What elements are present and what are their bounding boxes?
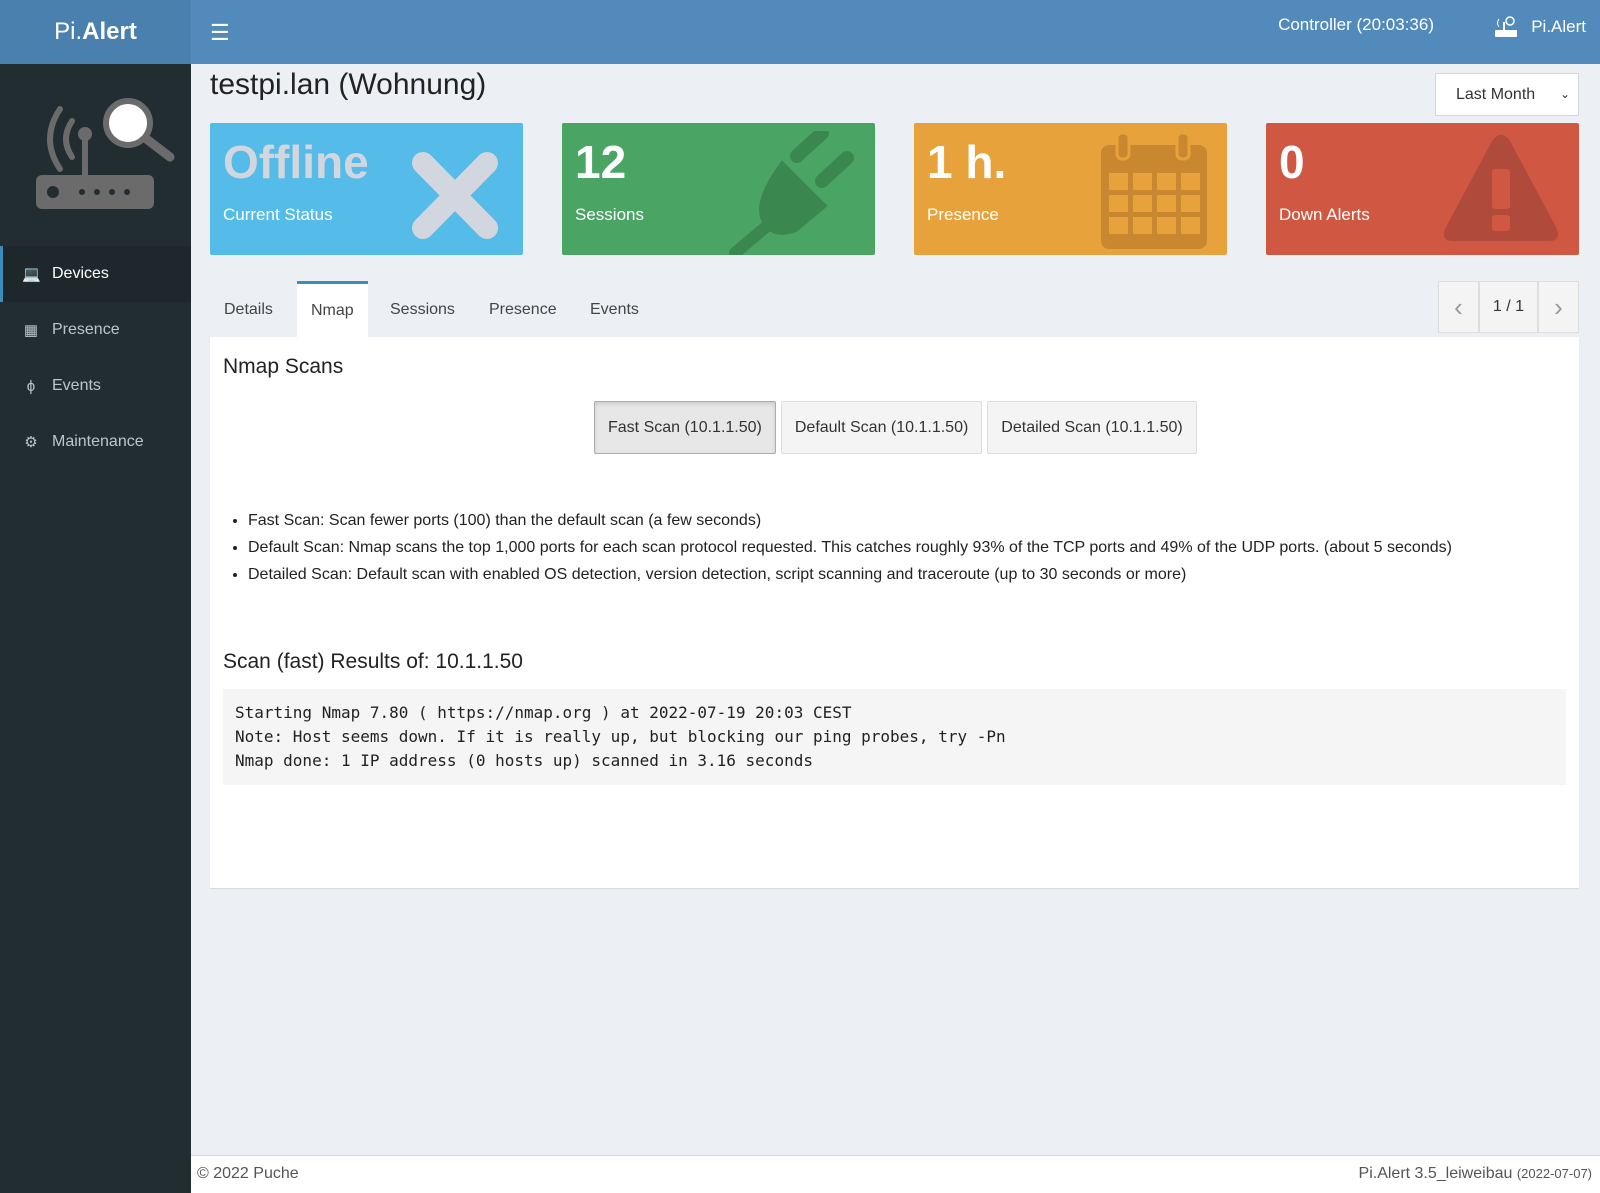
- card-label: Presence: [927, 205, 999, 224]
- sidebar-item-maintenance[interactable]: ⚙ Maintenance: [0, 414, 191, 470]
- hamburger-icon[interactable]: ☰: [210, 20, 230, 45]
- card-label: Down Alerts: [1279, 205, 1370, 224]
- scan-buttons: Fast Scan (10.1.1.50) Default Scan (10.1…: [594, 401, 1197, 454]
- nmap-heading: Nmap Scans: [223, 355, 344, 378]
- tab-presence[interactable]: Presence: [489, 301, 557, 318]
- nmap-panel: Nmap Scans Fast Scan (10.1.1.50) Default…: [210, 337, 1579, 888]
- list-item: Default Scan: Nmap scans the top 1,000 p…: [248, 534, 1452, 561]
- sidebar-item-label: Events: [52, 377, 101, 394]
- logo-text: Pi.: [54, 18, 83, 45]
- tab-details[interactable]: Details: [224, 301, 273, 318]
- down-alerts-card: 0 Down Alerts: [1266, 123, 1579, 255]
- status-card: Offline Current Status: [210, 123, 523, 255]
- version-info: Pi.Alert 3.5_leiweibau (2022-07-07): [1359, 1156, 1592, 1192]
- chevron-left-icon[interactable]: ‹: [1438, 281, 1479, 333]
- sidebar-nav: 💻 Devices ▦ Presence ϕ Events ⚙ Maintenance: [0, 246, 191, 470]
- sidebar-item-label: Maintenance: [52, 433, 144, 450]
- tab-sessions[interactable]: Sessions: [390, 301, 455, 318]
- sidebar-item-label: Presence: [52, 321, 120, 338]
- page-title: testpi.lan (Wohnung): [210, 68, 487, 101]
- tab-events[interactable]: Events: [590, 301, 639, 318]
- logo-text-bold: Alert: [82, 18, 137, 45]
- chevron-right-icon[interactable]: ›: [1538, 281, 1579, 333]
- router-icon: [1495, 16, 1518, 37]
- scan-output: Starting Nmap 7.80 ( https://nmap.org ) …: [223, 689, 1566, 785]
- card-label: Sessions: [575, 205, 644, 224]
- user-menu[interactable]: Pi.Alert: [1493, 15, 1586, 39]
- period-value: Last Month: [1456, 86, 1536, 103]
- device-tabs: Details Nmap Sessions Presence Events ‹ …: [210, 281, 1579, 337]
- presence-card: 1 h. Presence: [914, 123, 1227, 255]
- detailed-scan-button[interactable]: Detailed Scan (10.1.1.50): [987, 401, 1197, 454]
- card-value: 1 h.: [927, 136, 1007, 188]
- scan-descriptions: Fast Scan: Scan fewer ports (100) than t…: [248, 507, 1452, 588]
- sidebar-item-events[interactable]: ϕ Events: [0, 358, 191, 414]
- fast-scan-button[interactable]: Fast Scan (10.1.1.50): [594, 401, 776, 454]
- sidebar-item-label: Devices: [52, 265, 109, 282]
- sidebar-item-devices[interactable]: 💻 Devices: [0, 246, 191, 302]
- brand-name: Pi.Alert: [1531, 17, 1586, 36]
- copyright: © 2022 Puche: [197, 1165, 299, 1182]
- card-label: Current Status: [223, 205, 333, 224]
- gear-icon: ⚙: [24, 434, 38, 451]
- chevron-down-icon: ⌄: [1559, 87, 1570, 101]
- sidebar-item-presence[interactable]: ▦ Presence: [0, 302, 191, 358]
- calendar-icon: ▦: [23, 322, 39, 339]
- tab-nmap[interactable]: Nmap: [297, 281, 368, 337]
- laptop-icon: 💻: [22, 266, 41, 283]
- page-indicator: 1 / 1: [1479, 281, 1538, 333]
- list-item: Fast Scan: Scan fewer ports (100) than t…: [248, 507, 1452, 534]
- x-icon: [412, 152, 498, 239]
- bolt-icon: ϕ: [26, 377, 36, 395]
- pialert-logo-icon: [36, 98, 175, 209]
- list-item: Detailed Scan: Default scan with enabled…: [248, 561, 1452, 588]
- calendar-icon: [1101, 131, 1207, 249]
- footer: © 2022 Puche Pi.Alert 3.5_leiweibau (202…: [191, 1155, 1600, 1193]
- default-scan-button[interactable]: Default Scan (10.1.1.50): [780, 401, 983, 454]
- card-value: 12: [575, 136, 627, 188]
- device-pager: ‹ 1 / 1 ›: [1438, 281, 1579, 333]
- card-value: Offline: [223, 136, 369, 188]
- version-date: (2022-07-07): [1516, 1166, 1592, 1181]
- warning-icon: [1444, 135, 1558, 241]
- sidebar: 💻 Devices ▦ Presence ϕ Events ⚙ Maintenance: [0, 64, 191, 1193]
- controller-time: Controller (20:03:36): [1278, 15, 1434, 34]
- sessions-card: 12 Sessions: [562, 123, 875, 255]
- card-value: 0: [1279, 136, 1305, 188]
- top-navbar: Pi.Alert ☰ Controller (20:03:36) Pi.Aler…: [0, 0, 1600, 64]
- results-heading: Scan (fast) Results of: 10.1.1.50: [223, 650, 523, 673]
- app-logo[interactable]: Pi.Alert: [0, 0, 191, 64]
- version: Pi.Alert 3.5_leiweibau: [1358, 1165, 1513, 1182]
- plug-icon: [729, 131, 854, 255]
- period-select[interactable]: Last Month ⌄: [1435, 73, 1579, 116]
